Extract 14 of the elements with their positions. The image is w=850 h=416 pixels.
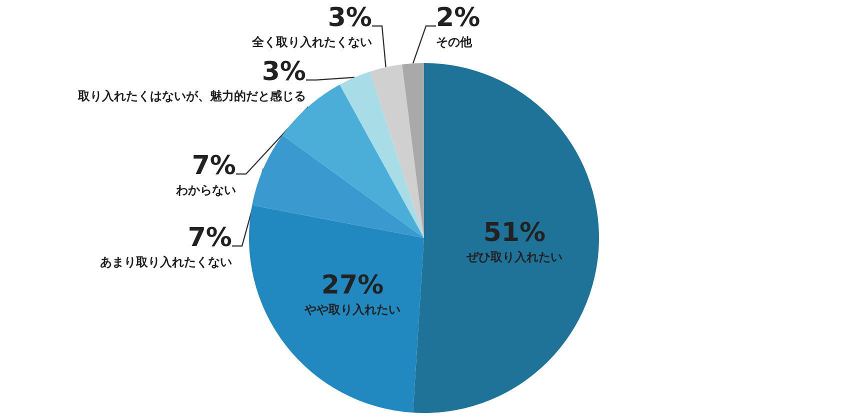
slice-label: あまり取り入れたくない [100,255,232,269]
slice-label: 取り入れたくはないが、魅力的だと感じる [77,89,306,103]
data-label: 27% [321,270,384,300]
data-label: 2% [436,3,480,33]
data-label: 7% [192,151,236,181]
data-label: 51% [483,218,546,248]
slice-label: 全く取り入れたくない [251,35,372,49]
slice-label: わからない [175,183,236,197]
slice-label: ぜひ取り入れたい [465,250,562,264]
data-label: 7% [188,223,232,253]
data-label: 3% [262,57,306,87]
data-label: 3% [328,3,372,33]
slice-label: やや取り入れたい [303,302,400,316]
slice-label: その他 [436,35,473,49]
